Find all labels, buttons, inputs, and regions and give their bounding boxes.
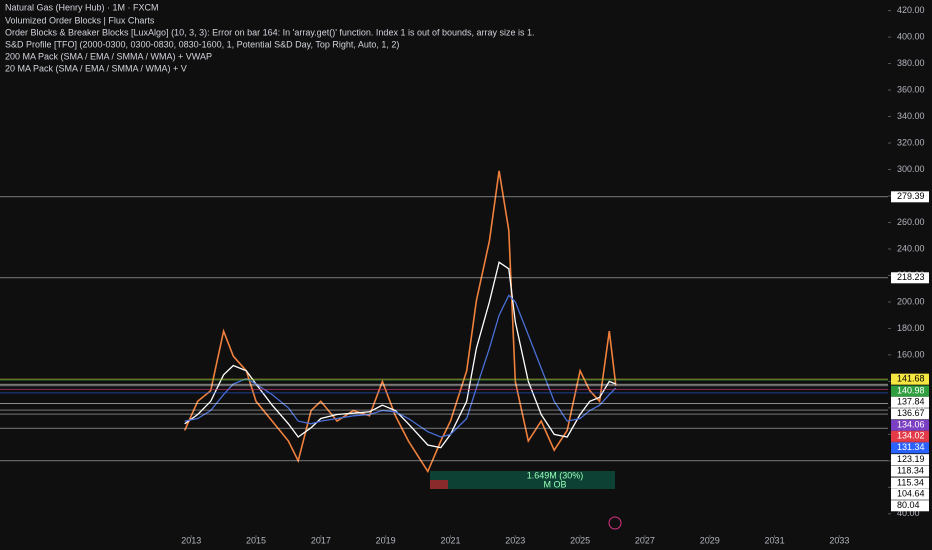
price-label-bg — [891, 396, 929, 408]
price-label-bg — [891, 373, 929, 385]
x-tick-label: 2019 — [376, 535, 396, 545]
x-tick-label: 2023 — [505, 535, 525, 545]
chart-title: Natural Gas (Henry Hub) · 1M · FXCM — [5, 2, 159, 12]
x-tick-label: 2033 — [829, 535, 849, 545]
order-block-bear — [430, 480, 448, 489]
price-label-bg — [891, 191, 929, 203]
price-label: 134.06 — [897, 420, 925, 430]
price-label-bg — [891, 454, 929, 466]
x-tick-label: 2025 — [570, 535, 590, 545]
price-label: 137.84 — [897, 397, 925, 407]
y-tick-label: 360.00 — [897, 84, 925, 94]
y-tick-label: 300.00 — [897, 164, 925, 174]
price-label: 141.68 — [897, 374, 925, 384]
x-tick-label: 2017 — [311, 535, 331, 545]
price-label: 104.64 — [897, 489, 925, 499]
price-label: 131.34 — [897, 442, 925, 452]
x-tick-label: 2015 — [246, 535, 266, 545]
price-label: 140.98 — [897, 385, 925, 395]
price-label-bg — [891, 385, 929, 397]
x-tick-label: 2021 — [440, 535, 460, 545]
indicator: S&D Profile [TFO] (2000-0300, 0300-0830,… — [5, 39, 399, 49]
y-tick-label: 420.00 — [897, 5, 925, 15]
y-tick-label: 260.00 — [897, 217, 925, 227]
order-block — [430, 471, 615, 489]
price-label: 123.19 — [897, 454, 925, 464]
x-tick-label: 2013 — [181, 535, 201, 545]
y-tick-label: 200.00 — [897, 296, 925, 306]
y-tick-label: 320.00 — [897, 137, 925, 147]
price-label: 134.02 — [897, 431, 925, 441]
price-label: 115.34 — [897, 477, 924, 487]
x-tick-label: 2031 — [765, 535, 785, 545]
price-label-bg — [891, 465, 929, 477]
y-tick-label: 40.00 — [897, 508, 920, 518]
y-tick-label: 240.00 — [897, 243, 925, 253]
price-label-bg — [891, 500, 929, 512]
price-label-bg — [891, 442, 929, 454]
y-tick-label: 180.00 — [897, 323, 925, 333]
indicator: 200 MA Pack (SMA / EMA / SMMA / WMA) + V… — [5, 51, 212, 61]
price-label-bg — [891, 408, 929, 420]
x-tick-label: 2027 — [635, 535, 655, 545]
indicator: 20 MA Pack (SMA / EMA / SMMA / WMA) + V — [5, 63, 187, 73]
price-label-bg — [891, 419, 929, 431]
price-label-bg — [891, 272, 929, 284]
series-line — [184, 294, 617, 438]
price-label: 80.04 — [897, 500, 920, 510]
price-label: 218.23 — [897, 272, 925, 282]
price-label-bg — [891, 477, 929, 489]
y-tick-label: 340.00 — [897, 111, 925, 121]
series-line — [184, 261, 617, 449]
indicator: Order Blocks & Breaker Blocks [LuxAlgo] … — [5, 27, 535, 37]
price-label: 279.39 — [897, 191, 925, 201]
order-block-label: M OB — [543, 479, 566, 489]
y-tick-label: 160.00 — [897, 349, 925, 359]
order-block-volume: 1.649M (30%) — [527, 470, 584, 480]
price-label: 136.67 — [897, 408, 925, 418]
indicator: Volumized Order Blocks | Flux Charts — [5, 15, 155, 25]
y-tick-label: 400.00 — [897, 31, 925, 41]
x-tick-label: 2029 — [700, 535, 720, 545]
price-label-bg — [891, 488, 929, 500]
y-tick-label: 380.00 — [897, 58, 925, 68]
series-line — [183, 170, 617, 474]
price-label: 118.34 — [897, 465, 924, 475]
event-icon[interactable] — [608, 516, 622, 530]
price-label-bg — [891, 430, 929, 442]
